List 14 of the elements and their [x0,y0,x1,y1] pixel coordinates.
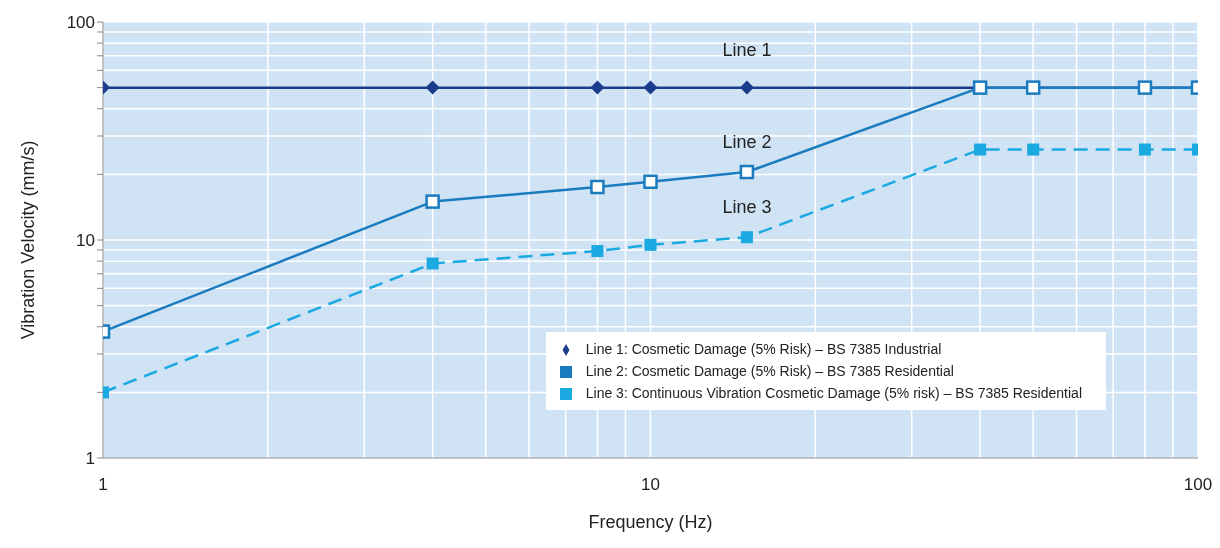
annotation: Line 3 [722,197,772,218]
x-tick-label: 10 [641,475,660,495]
legend-label: Line 1: Cosmetic Damage (5% Risk) – BS 7385 Industrial [585,341,942,357]
annotation: Line 2 [722,132,772,153]
y-tick-label: 100 [66,13,95,33]
x-axis-title: Frequency (Hz) [588,512,713,532]
y-tick-label: 10 [76,231,95,251]
y-axis-title: Vibration Velocity (mm/s) [18,140,39,340]
legend-label: Line 2: Cosmetic Damage (5% Risk) – BS 7385 Residential [585,363,954,379]
x-tick-label: 1 [98,475,108,495]
annotation: Line 1 [722,39,772,60]
x-tick-label: 100 [1183,475,1213,495]
legend-label: Line 3: Continuous Vibration Cosmetic Damage (5% risk) – BS 7385 Residential [585,385,1082,401]
y-tick-label: 1 [85,449,95,469]
